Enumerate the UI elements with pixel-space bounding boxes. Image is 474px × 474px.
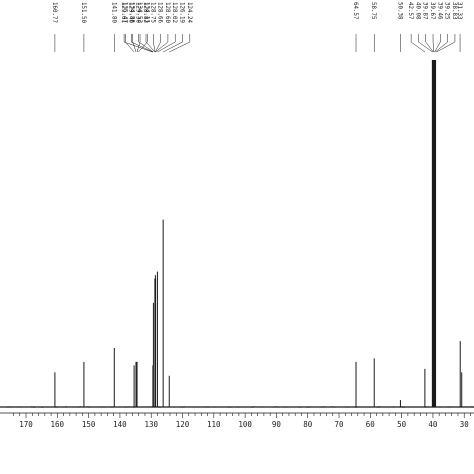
- peak-leader: [418, 41, 433, 53]
- peak-leader: [169, 41, 190, 53]
- peak-label: 39.25: [444, 2, 450, 20]
- peak-leader: [145, 41, 156, 53]
- x-tick-label: 50: [397, 420, 407, 429]
- x-tick-label: 40: [428, 420, 438, 429]
- peak-label: 64.57: [352, 2, 358, 20]
- peak-label: 124.24: [186, 2, 192, 23]
- x-tick-label: 170: [19, 420, 33, 429]
- peak-label: 50.38: [396, 2, 402, 20]
- peak-label: 128.82: [142, 2, 148, 23]
- peak-label: 141.80: [110, 2, 116, 23]
- peak-label: 160.77: [51, 2, 57, 23]
- peak-leader: [157, 41, 176, 53]
- peak-label: 134.86: [129, 2, 135, 23]
- peak-label: 134.53: [136, 2, 142, 23]
- peak-label: 128.66: [157, 2, 163, 23]
- peak-label: 126.19: [179, 2, 185, 23]
- spectrum-trace-group: [0, 60, 474, 408]
- x-tick-label: 120: [176, 420, 190, 429]
- peak-label: 42.57: [407, 2, 413, 20]
- peak-label: 129.30: [135, 2, 141, 23]
- peak-leader: [138, 41, 148, 53]
- peak-label: 129.61: [120, 2, 126, 23]
- x-tick-label: 160: [51, 420, 65, 429]
- peak-leader: [410, 41, 426, 53]
- x-tick-label: 140: [113, 420, 127, 429]
- peak-leader: [131, 41, 154, 53]
- x-tick-label: 110: [207, 420, 221, 429]
- peak-leader: [138, 41, 154, 53]
- peak-leader: [434, 41, 441, 53]
- x-tick-label: 80: [303, 420, 313, 429]
- x-tick-label: 150: [82, 420, 96, 429]
- peak-leader: [432, 41, 435, 53]
- x-tick-label: 30: [460, 420, 470, 429]
- peak-label: 134.11: [143, 2, 149, 23]
- peak-label: 58.75: [370, 2, 376, 20]
- peak-label: 38.83: [451, 2, 457, 20]
- peak-label: 135.47: [121, 2, 127, 23]
- peak-label: 39.87: [422, 2, 428, 20]
- peak-label: 151.50: [80, 2, 86, 23]
- peak-leader: [436, 41, 456, 53]
- peak-leader: [153, 41, 156, 53]
- peak-label: 31.33: [456, 2, 462, 20]
- peak-leader: [425, 41, 434, 53]
- peak-label: 128.75: [149, 2, 155, 23]
- peak-leader: [155, 41, 169, 53]
- peak-leader: [155, 41, 161, 53]
- peak-label: 40.08: [414, 2, 420, 20]
- peak-label: 39.67: [429, 2, 435, 20]
- peak-leader: [435, 41, 448, 53]
- peak-leader: [124, 41, 153, 53]
- spectrum-noise: [0, 406, 474, 408]
- peak-label: 128.02: [171, 2, 177, 23]
- x-tick-label: 100: [238, 420, 252, 429]
- x-tick-label: 90: [272, 420, 282, 429]
- peak-leader: [163, 41, 183, 53]
- peak-leader: [132, 41, 137, 53]
- x-tick-label: 130: [144, 420, 158, 429]
- peak-leader: [125, 41, 135, 53]
- peak-label: 128.60: [164, 2, 170, 23]
- x-tick-label: 70: [335, 420, 345, 429]
- peak-label: 39.46: [436, 2, 442, 20]
- x-tick-label: 60: [366, 420, 376, 429]
- peak-label-group: 160.77 151.50 141.80 135.47 134.86 134.53 134.…: [51, 2, 462, 53]
- x-axis: 1701601501401301201101009080706050403020: [0, 412, 474, 429]
- peak-label: 129.46: [127, 2, 133, 23]
